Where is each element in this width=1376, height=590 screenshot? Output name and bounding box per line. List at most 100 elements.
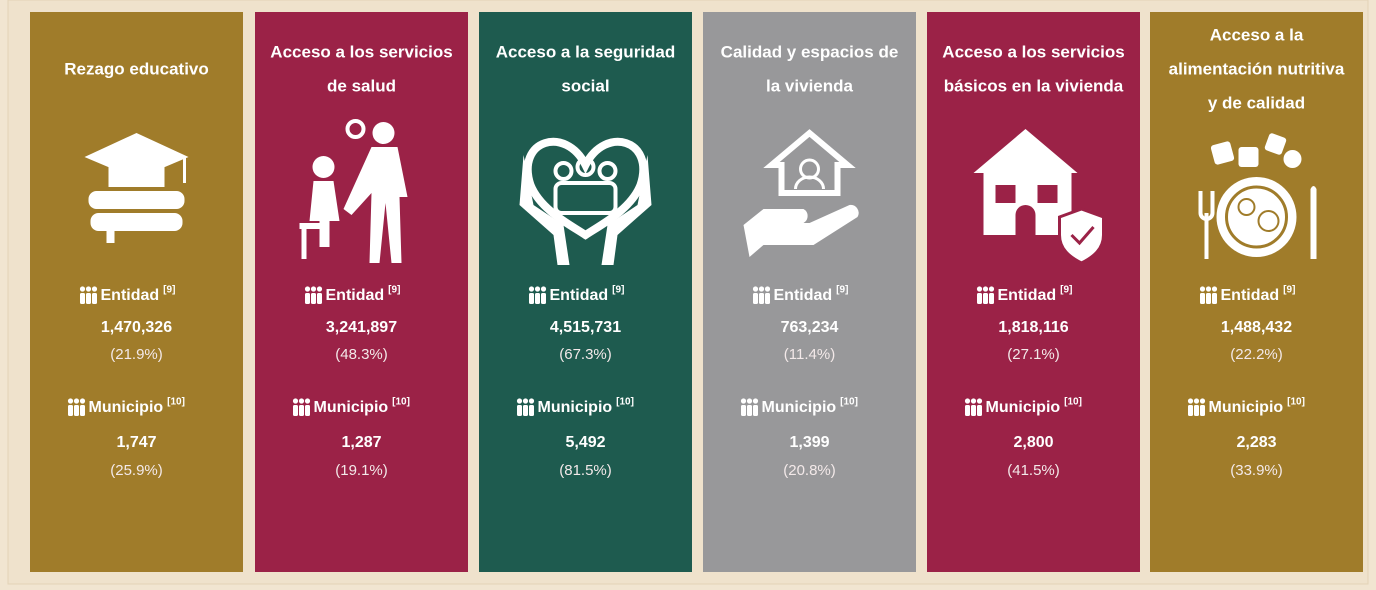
card: Acceso a laalimentación nutritivay de ca… <box>1150 12 1363 572</box>
people-head <box>765 286 770 291</box>
people-head <box>965 398 970 403</box>
people-body <box>529 405 534 416</box>
people-body <box>80 405 85 416</box>
entidad-percent: (48.3%) <box>335 346 388 363</box>
people-body <box>977 293 982 304</box>
icon-shape <box>1311 186 1317 259</box>
entidad-percent: (67.3%) <box>559 346 612 363</box>
people-icon <box>293 398 310 416</box>
icon-shape <box>1239 147 1259 167</box>
people-head <box>1200 286 1205 291</box>
people-body <box>983 293 988 304</box>
people-body <box>535 293 540 304</box>
people-head <box>977 286 982 291</box>
people-body <box>86 293 91 304</box>
people-head <box>1206 286 1211 291</box>
people-icon <box>741 398 758 416</box>
people-body <box>753 293 758 304</box>
municipio-value: 1,399 <box>789 434 829 451</box>
people-body <box>305 293 310 304</box>
card-title: básicos en la vivienda <box>944 76 1124 95</box>
icon-shape <box>1217 177 1297 257</box>
people-head <box>299 398 304 403</box>
card-title: Rezago educativo <box>64 59 209 78</box>
people-head <box>80 286 85 291</box>
municipio-label: Municipio <box>1209 399 1284 416</box>
municipio-value: 2,800 <box>1013 434 1053 451</box>
entidad-value: 1,470,326 <box>101 319 172 336</box>
card-title: Calidad y espacios de <box>721 42 899 61</box>
people-head <box>68 398 73 403</box>
people-body <box>311 293 316 304</box>
people-head <box>293 398 298 403</box>
people-body <box>1212 293 1217 304</box>
people-head <box>753 398 758 403</box>
people-body <box>753 405 758 416</box>
people-body <box>305 405 310 416</box>
people-body <box>965 405 970 416</box>
municipio-label: Municipio <box>762 399 837 416</box>
people-icon <box>517 398 534 416</box>
entidad-value: 763,234 <box>781 319 839 336</box>
icon-shape <box>996 185 1016 203</box>
people-head <box>74 398 79 403</box>
people-head <box>80 398 85 403</box>
people-body <box>1200 293 1205 304</box>
municipio-value: 5,492 <box>565 434 605 451</box>
municipio-reference: [10] <box>616 397 634 408</box>
people-head <box>305 398 310 403</box>
municipio-percent: (19.1%) <box>335 462 388 479</box>
people-body <box>747 405 752 416</box>
entidad-reference: [9] <box>388 285 400 296</box>
municipio-value: 1,747 <box>116 434 156 451</box>
card: Rezago educativoEntidad[9]1,470,326(21.9… <box>30 12 243 572</box>
people-head <box>1188 398 1193 403</box>
people-body <box>1188 405 1193 416</box>
entidad-value: 4,515,731 <box>550 319 621 336</box>
people-body <box>989 293 994 304</box>
people-icon <box>305 286 322 304</box>
municipio-percent: (33.9%) <box>1230 462 1283 479</box>
icon-shape <box>89 191 185 209</box>
icon-shape <box>1038 185 1058 203</box>
people-head <box>529 286 534 291</box>
entidad-label: Entidad <box>1221 287 1280 304</box>
people-head <box>753 286 758 291</box>
entidad-value: 1,488,432 <box>1221 319 1292 336</box>
people-head <box>517 398 522 403</box>
municipio-label: Municipio <box>314 399 389 416</box>
card-title: Acceso a la seguridad <box>496 42 676 61</box>
people-icon <box>965 398 982 416</box>
municipio-label: Municipio <box>986 399 1061 416</box>
people-body <box>92 293 97 304</box>
icon-shape <box>1284 150 1302 168</box>
entidad-reference: [9] <box>163 285 175 296</box>
icon-shape <box>373 122 395 144</box>
municipio-reference: [10] <box>392 397 410 408</box>
municipio-value: 1,287 <box>341 434 381 451</box>
card-title: alimentación nutritiva <box>1169 59 1345 78</box>
card-title: y de calidad <box>1208 93 1305 112</box>
people-body <box>317 293 322 304</box>
people-head <box>1194 398 1199 403</box>
people-body <box>529 293 534 304</box>
icon-shape <box>91 213 183 231</box>
page: Rezago educativoEntidad[9]1,470,326(21.9… <box>0 0 1376 590</box>
people-icon <box>529 286 546 304</box>
people-head <box>759 286 764 291</box>
municipio-percent: (81.5%) <box>559 462 612 479</box>
entidad-label: Entidad <box>998 287 1057 304</box>
entidad-reference: [9] <box>612 285 624 296</box>
people-head <box>541 286 546 291</box>
municipio-reference: [10] <box>840 397 858 408</box>
card-title: Acceso a los servicios <box>942 42 1124 61</box>
people-body <box>541 293 546 304</box>
people-body <box>759 293 764 304</box>
people-head <box>529 398 534 403</box>
card-title: de salud <box>327 76 396 95</box>
people-icon <box>80 286 97 304</box>
people-body <box>299 405 304 416</box>
municipio-reference: [10] <box>1287 397 1305 408</box>
card-title: la vivienda <box>766 76 853 95</box>
entidad-value: 1,818,116 <box>998 319 1068 336</box>
